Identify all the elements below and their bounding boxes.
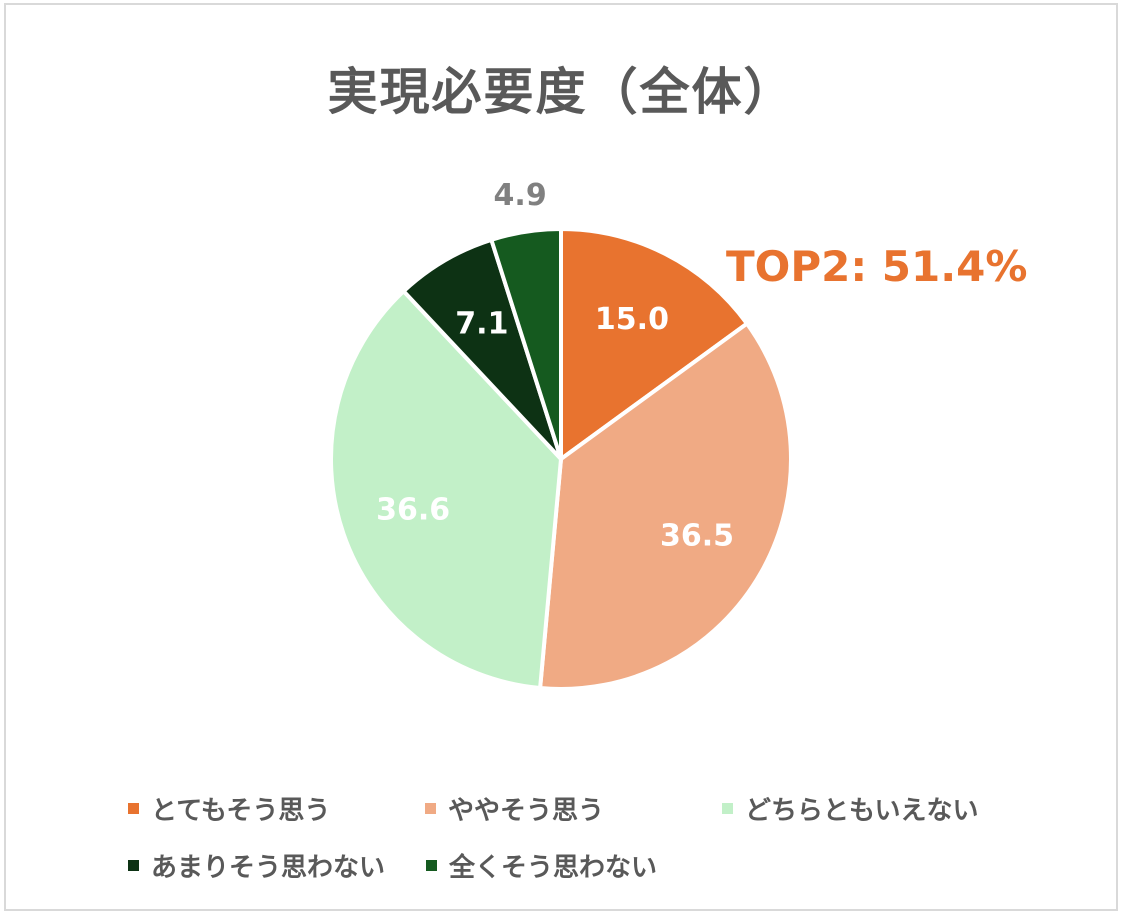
legend-label-1: とてもそう思う: [151, 796, 331, 826]
data-label-4: 7.1: [455, 307, 508, 342]
data-label-3: 36.6: [376, 492, 450, 527]
legend-swatch-1: [128, 803, 139, 814]
legend-label-4: あまりそう思わない: [151, 853, 386, 883]
pie-data-labels: 15.0 36.5 36.6 7.1 4.9: [376, 178, 734, 554]
top2-annotation: TOP2: 51.4%: [726, 242, 1028, 291]
pie-slice-5: [489, 227, 563, 461]
legend-item-4: あまりそう思わない: [128, 847, 385, 884]
legend-swatch-3: [722, 803, 733, 814]
legend-swatch-2: [425, 803, 436, 814]
data-label-5: 4.9: [494, 178, 547, 213]
legend-item-1: とてもそう思う: [128, 790, 330, 827]
legend-label-3: どちらともいえない: [745, 796, 979, 826]
legend-swatch-4: [128, 860, 139, 871]
pie-slice-2: [538, 321, 793, 691]
legend-swatch-5: [426, 860, 437, 871]
data-label-2: 36.5: [660, 519, 734, 554]
chart-title: 実現必要度（全体）: [327, 63, 796, 121]
pie-slice-3: [329, 289, 563, 691]
legend-label-2: ややそう思う: [448, 796, 605, 826]
legend-item-5: 全くそう思わない: [426, 847, 657, 884]
data-label-1: 15.0: [595, 302, 669, 337]
pie-slices: [329, 227, 793, 691]
legend-item-2: ややそう思う: [425, 790, 604, 827]
legend-item-3: どちらともいえない: [722, 790, 978, 827]
legend-label-5: 全くそう思わない: [449, 853, 658, 883]
pie-slice-1: [559, 227, 749, 461]
